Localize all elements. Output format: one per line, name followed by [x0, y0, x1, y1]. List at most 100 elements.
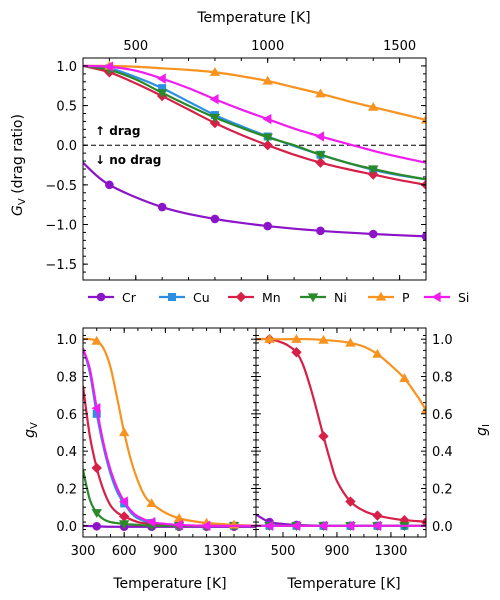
data-point-Cr — [263, 221, 272, 231]
y-tick-label: 0.0 — [56, 520, 77, 535]
legend-marker — [168, 293, 176, 301]
data-point-Cr — [368, 229, 378, 239]
y-tick-label: 1.0 — [432, 333, 453, 348]
series-line-Mn — [83, 385, 256, 527]
legend-marker — [235, 291, 247, 303]
x-tick-label: 300 — [71, 544, 96, 559]
data-point-Si — [262, 113, 272, 125]
data-point-Cr — [92, 521, 102, 531]
y-tick-label: 0.4 — [56, 445, 77, 460]
data-point-Mn — [315, 157, 326, 168]
bl-ylabel-main: g — [22, 429, 38, 438]
data-point-P — [345, 337, 356, 347]
legend-marker — [96, 292, 106, 302]
series-line-P — [83, 337, 256, 527]
bl-ylabel-sub: V — [29, 422, 40, 429]
data-point-P — [173, 513, 185, 522]
legend-entry-Ni: Ni — [300, 290, 347, 305]
data-point-Ni — [91, 509, 102, 518]
data-point-Si — [146, 516, 156, 528]
legend-entry-Si: Si — [424, 290, 469, 305]
legend-entry-Cr: Cr — [88, 290, 137, 305]
data-point-Si — [372, 520, 382, 532]
series-P — [83, 335, 256, 529]
data-point-Mn — [345, 496, 356, 507]
data-point-P — [368, 101, 379, 111]
data-point-Cr — [105, 180, 114, 190]
data-point-P — [318, 334, 329, 344]
legend-entry-Mn: Mn — [228, 290, 281, 305]
top-ylabel-rest: (drag ratio) — [10, 114, 26, 198]
data-point-P — [91, 335, 102, 345]
series-line-P — [256, 337, 426, 411]
data-point-P — [315, 88, 326, 98]
br-xlabel: Temperature [K] — [286, 576, 400, 592]
legend-label: Cr — [122, 290, 137, 305]
y-tick-label: −1.0 — [45, 219, 77, 234]
y-tick-label: 0.2 — [56, 482, 77, 497]
y-tick-label: −0.5 — [45, 179, 77, 194]
data-point-Si — [173, 519, 183, 531]
y-tick-label: 1.0 — [56, 333, 77, 348]
data-point-Si — [118, 496, 128, 507]
data-point-Ni — [262, 133, 273, 143]
legend-entry-P: P — [368, 290, 410, 305]
x-tick-label: 1300 — [374, 544, 407, 559]
data-point-Ni — [315, 151, 326, 160]
legend-label: Si — [458, 290, 469, 305]
data-point-P — [118, 427, 130, 437]
data-point-Cr — [421, 232, 426, 241]
data-point-P — [209, 67, 221, 76]
legend-label: Cu — [193, 290, 210, 305]
legend-marker — [307, 293, 319, 303]
data-point-Si — [104, 61, 114, 72]
data-point-Si — [91, 403, 101, 414]
series-Si — [83, 348, 256, 532]
data-point-Mn — [262, 140, 273, 151]
data-point-Mn — [318, 431, 329, 442]
data-point-Ni — [368, 165, 379, 175]
x-tick-label: 900 — [153, 544, 178, 559]
series-P — [256, 333, 426, 414]
x-tick-label: 500 — [271, 544, 296, 559]
data-point-Ni — [209, 113, 221, 123]
data-point-Mn — [368, 169, 379, 180]
series-line-Ni — [83, 469, 256, 527]
anno-no-drag: ↓ no drag — [95, 153, 161, 167]
legend-marker — [431, 291, 441, 303]
data-point-Si — [345, 520, 355, 532]
legend: Cr Cu Mn Ni P Si — [88, 290, 469, 305]
y-tick-label: 1.0 — [56, 60, 77, 75]
series-line-Mn — [256, 337, 426, 524]
y-tick-label: 0.6 — [56, 408, 77, 423]
data-point-P — [420, 404, 426, 414]
legend-label: Ni — [334, 290, 347, 305]
data-point-Mn — [118, 511, 130, 522]
x-tick-label: 1300 — [204, 544, 237, 559]
bottom-right-panel: 0.0 0.2 0.4 0.6 0.8 1.0 500 900 1300 — [255, 327, 453, 559]
series-Cr — [83, 161, 426, 241]
data-point-Si — [315, 131, 325, 142]
series-Mn — [256, 333, 426, 528]
series-Si — [256, 520, 426, 532]
y-tick-label: 0.5 — [56, 100, 77, 115]
plot-frame — [255, 327, 427, 538]
y-tick-label: 0.6 — [432, 408, 453, 423]
br-ylabel-sub: I — [481, 424, 492, 427]
top-panel: 1.0 0.5 0.0 −0.5 −1.0 −1.5 500 1000 1500 — [45, 39, 427, 281]
series-Mn — [83, 385, 256, 532]
top-xlabel: Temperature [K] — [196, 10, 310, 26]
data-point-Ni — [118, 520, 130, 530]
x-tick-label: 500 — [123, 39, 148, 54]
br-ylabel: gI — [474, 424, 492, 436]
x-tick-label: 1500 — [383, 39, 416, 54]
br-ylabel-main: g — [474, 427, 490, 436]
series-line-Si — [83, 348, 256, 527]
data-point-Mn — [291, 347, 302, 358]
data-point-Si — [156, 73, 166, 84]
legend-entry-Cu: Cu — [159, 290, 210, 305]
anno-drag: ↑ drag — [95, 124, 140, 138]
bottom-left-panel: 0.0 0.2 0.4 0.6 0.8 1.0 300 600 900 1300 — [56, 327, 257, 559]
data-point-Cr — [210, 214, 220, 224]
